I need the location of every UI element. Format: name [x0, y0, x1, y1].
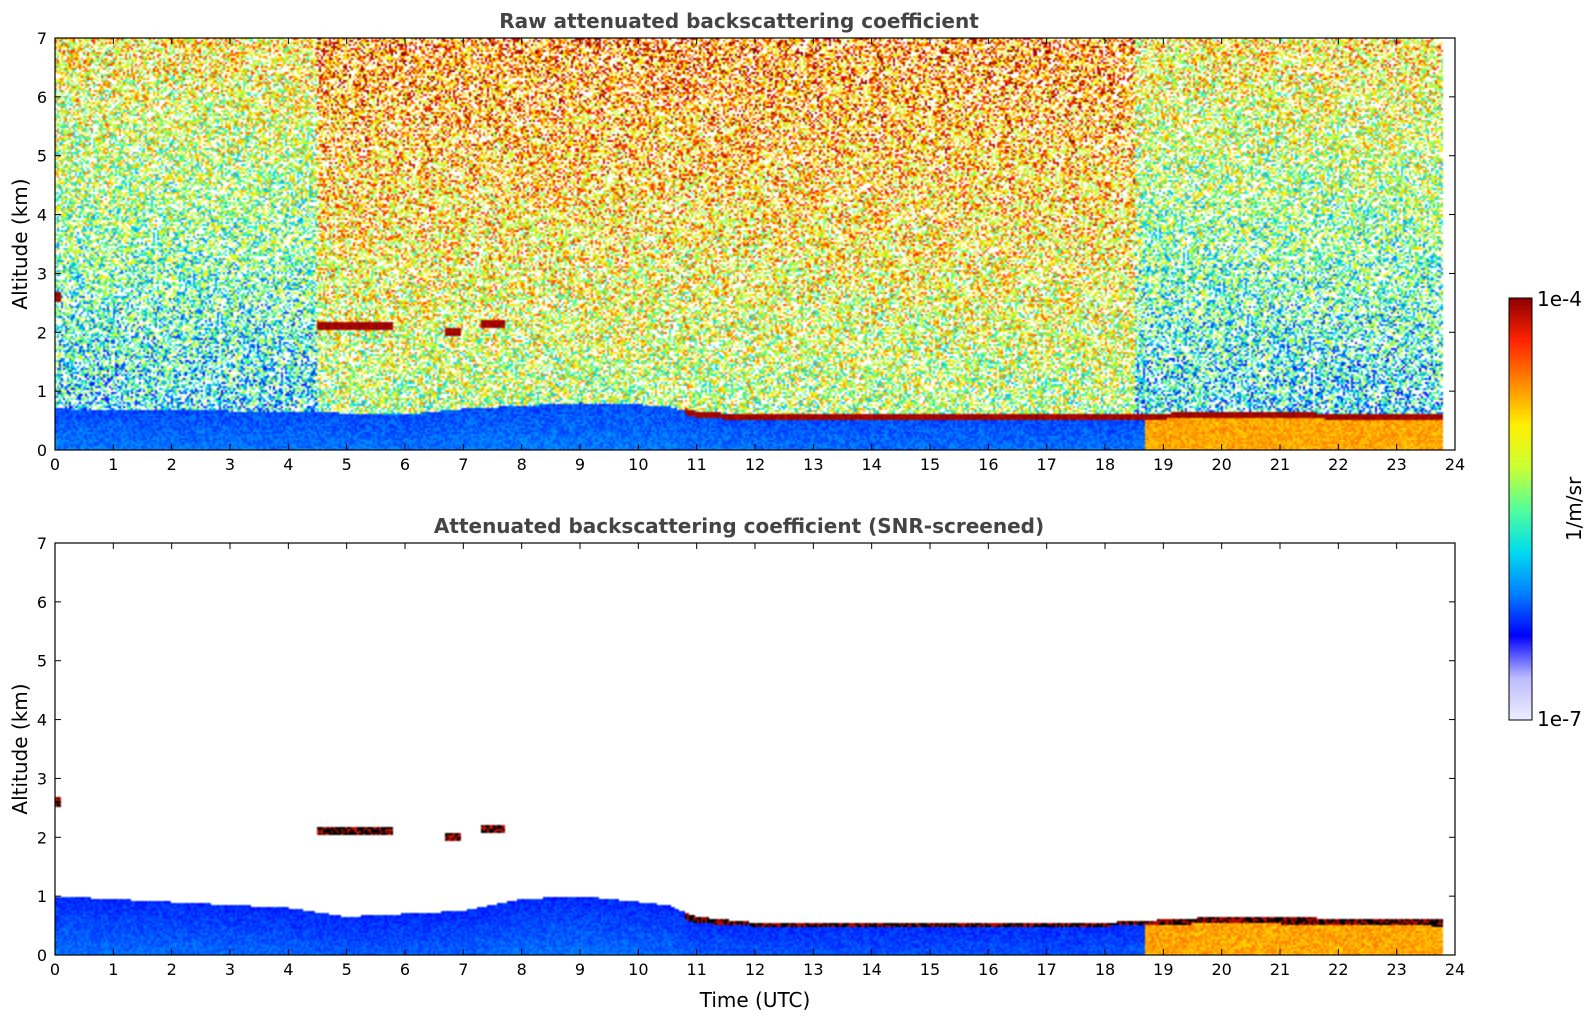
- backscatter-heatmap: [55, 38, 1455, 450]
- screened-heatmap: [55, 543, 1455, 955]
- x-tick-label: 18: [1095, 960, 1115, 979]
- y-tick-label: 6: [37, 88, 47, 107]
- x-tick-label: 21: [1270, 960, 1290, 979]
- x-tick-label: 0: [50, 960, 60, 979]
- y-tick-label: 3: [37, 264, 47, 283]
- x-axis-label: Time (UTC): [699, 988, 811, 1012]
- y-tick-label: 4: [37, 206, 47, 225]
- x-tick-label: 2: [167, 960, 177, 979]
- x-tick-label: 7: [458, 960, 468, 979]
- x-axis-ticks: 0 1 2 3 4 5 6 7 8 9 10 11 12 13 14 15 16 17 18 19 20 21 22 23 24: [50, 38, 1465, 474]
- y-axis-label: Altitude (km): [8, 683, 32, 814]
- x-tick-label: 15: [920, 455, 940, 474]
- panel-title: Raw attenuated backscattering coefficien…: [499, 9, 979, 33]
- x-tick-label: 16: [978, 960, 998, 979]
- x-tick-label: 11: [686, 455, 706, 474]
- colorbar-scale: [1508, 297, 1533, 721]
- x-tick-label: 6: [400, 455, 410, 474]
- x-tick-label: 12: [745, 960, 765, 979]
- x-tick-label: 24: [1445, 455, 1465, 474]
- x-tick-label: 21: [1270, 455, 1290, 474]
- x-tick-label: 5: [342, 455, 352, 474]
- x-tick-label: 18: [1095, 455, 1115, 474]
- y-tick-label: 5: [37, 147, 47, 166]
- y-axis-ticks: 0 1 2 3 4 5 6 7: [37, 29, 1455, 460]
- colorbar-unit-label: 1/m/sr: [1562, 476, 1586, 541]
- x-tick-label: 12: [745, 455, 765, 474]
- x-tick-label: 19: [1153, 455, 1173, 474]
- x-tick-label: 22: [1328, 960, 1348, 979]
- x-tick-label: 6: [400, 960, 410, 979]
- x-tick-label: 19: [1153, 960, 1173, 979]
- y-tick-label: 1: [37, 382, 47, 401]
- x-tick-label: 7: [458, 455, 468, 474]
- raw-backscatter-panel: Raw attenuated backscattering coefficien…: [8, 9, 1465, 474]
- y-axis-ticks: 0 1 2 3 4 5 6 7: [37, 534, 1455, 965]
- y-tick-label: 1: [37, 887, 47, 906]
- x-tick-label: 23: [1386, 455, 1406, 474]
- x-tick-label: 10: [628, 455, 648, 474]
- x-tick-label: 13: [803, 455, 823, 474]
- y-tick-label: 7: [37, 534, 47, 553]
- x-tick-label: 9: [575, 455, 585, 474]
- x-tick-label: 8: [517, 455, 527, 474]
- x-tick-label: 20: [1211, 960, 1231, 979]
- y-tick-label: 4: [37, 711, 47, 730]
- x-tick-label: 8: [517, 960, 527, 979]
- y-tick-label: 3: [37, 769, 47, 788]
- panel-title: Attenuated backscattering coefficient (S…: [434, 514, 1044, 538]
- x-tick-label: 3: [225, 455, 235, 474]
- x-tick-label: 22: [1328, 455, 1348, 474]
- x-tick-label: 3: [225, 960, 235, 979]
- y-tick-label: 5: [37, 652, 47, 671]
- y-tick-label: 0: [37, 946, 47, 965]
- x-tick-label: 4: [283, 455, 293, 474]
- x-tick-label: 1: [108, 960, 118, 979]
- x-tick-label: 13: [803, 960, 823, 979]
- x-tick-label: 23: [1386, 960, 1406, 979]
- x-tick-label: 14: [861, 960, 881, 979]
- colorbar-min-label: 1e-7: [1537, 707, 1582, 731]
- x-tick-label: 4: [283, 960, 293, 979]
- y-tick-label: 6: [37, 593, 47, 612]
- y-tick-label: 2: [37, 828, 47, 847]
- x-tick-label: 24: [1445, 960, 1465, 979]
- x-tick-label: 1: [108, 455, 118, 474]
- y-tick-label: 7: [37, 29, 47, 48]
- colorbar-max-label: 1e-4: [1537, 287, 1582, 311]
- snr-screened-panel: Attenuated backscattering coefficient (S…: [8, 514, 1465, 1012]
- x-axis-ticks: 0 1 2 3 4 5 6 7 8 9 10 11 12 13 14 15 16 17 18 19 20 21 22 23 24: [50, 543, 1465, 979]
- x-tick-label: 20: [1211, 455, 1231, 474]
- y-tick-label: 0: [37, 441, 47, 460]
- x-tick-label: 17: [1036, 455, 1056, 474]
- y-tick-label: 2: [37, 323, 47, 342]
- x-tick-label: 9: [575, 960, 585, 979]
- x-tick-label: 10: [628, 960, 648, 979]
- x-tick-label: 11: [686, 960, 706, 979]
- x-tick-label: 17: [1036, 960, 1056, 979]
- x-tick-label: 5: [342, 960, 352, 979]
- x-tick-label: 0: [50, 455, 60, 474]
- x-tick-label: 15: [920, 960, 940, 979]
- x-tick-label: 16: [978, 455, 998, 474]
- x-tick-label: 2: [167, 455, 177, 474]
- x-tick-label: 14: [861, 455, 881, 474]
- colorbar: 1e-4 1e-7 1/m/sr: [1508, 287, 1586, 731]
- y-axis-label: Altitude (km): [8, 178, 32, 309]
